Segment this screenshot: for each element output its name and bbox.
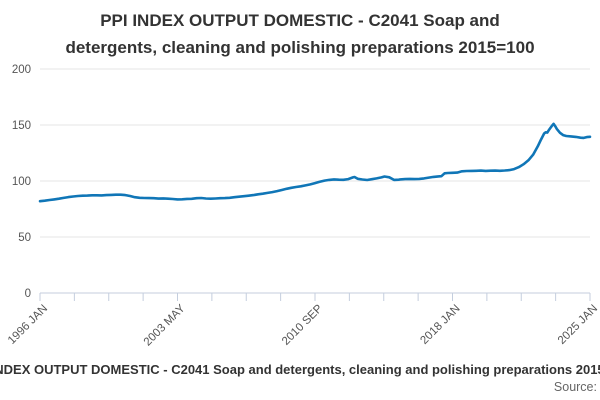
y-tick-label: 100 [12, 176, 31, 188]
legend-caption-row: PPI INDEX OUTPUT DOMESTIC - C2041 Soap a… [0, 362, 600, 380]
chart-title-line-2: detergents, cleaning and polishing prepa… [65, 38, 535, 57]
x-tick-label: 2025 JAN [556, 303, 600, 347]
x-tick-label: 2003 MAY [142, 302, 188, 348]
source-label: Source: [553, 380, 597, 394]
y-tick-label: 0 [25, 288, 31, 300]
y-tick-label: 50 [18, 232, 31, 244]
line-chart: 0 50 100 150 200 1996 JAN 2003 MAY 2010 SEP 2018… [6, 64, 600, 348]
chart-title: PPI INDEX OUTPUT DOMESTIC - C2041 Soap a… [0, 7, 600, 61]
chart-title-line-1: PPI INDEX OUTPUT DOMESTIC - C2041 Soap a… [100, 11, 500, 30]
legend-caption: PPI INDEX OUTPUT DOMESTIC - C2041 Soap a… [0, 362, 600, 377]
x-tick-label: 1996 JAN [6, 303, 50, 347]
x-tick-label: 2018 JAN [418, 303, 462, 347]
series-line[interactable] [38, 122, 592, 203]
y-tick-label: 150 [12, 120, 31, 132]
y-tick-label: 200 [12, 64, 31, 76]
x-tick-label: 2010 SEP [280, 302, 325, 347]
